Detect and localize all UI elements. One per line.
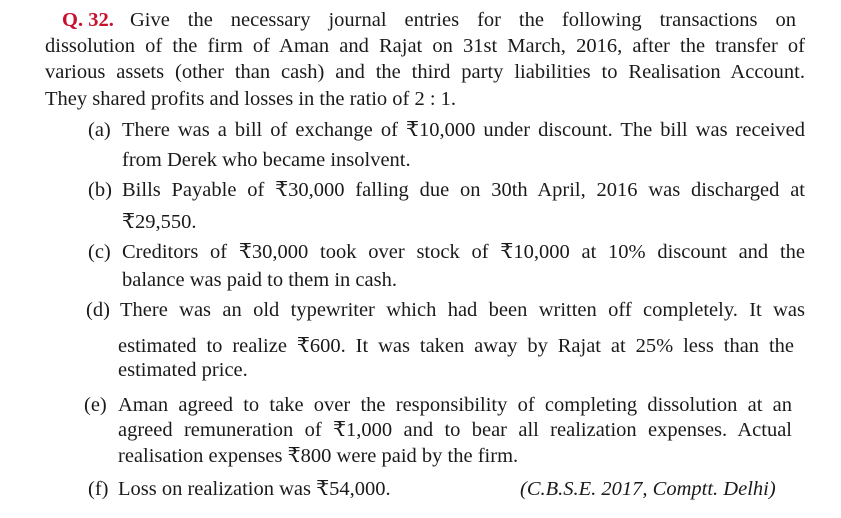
question-number-text: Q. 32. — [62, 9, 114, 31]
item-line: agreed remuneration of ₹1,000 and to bea… — [118, 419, 792, 441]
item-line: estimated to realize ₹600. It was taken … — [118, 335, 794, 357]
item-label: (f) — [88, 478, 109, 500]
item-line: There was a bill of exchange of ₹10,000 … — [122, 119, 805, 141]
item-line: from Derek who became insolvent. — [122, 149, 411, 171]
item-line: estimated price. — [118, 359, 248, 381]
intro-line: They shared profits and losses in the ra… — [45, 88, 457, 110]
item-label: (e) — [84, 394, 107, 416]
intro-line: various assets (other than cash) and the… — [45, 61, 805, 83]
item-line: Creditors of ₹30,000 took over stock of … — [122, 241, 805, 263]
item-line: Aman agreed to take over the responsibil… — [118, 394, 792, 416]
source-citation: (C.B.S.E. 2017, Comptt. Delhi) — [520, 478, 776, 500]
item-label: (b) — [88, 179, 112, 201]
question-number: Q. 32. — [62, 7, 114, 33]
intro-line: Give the necessary journal entries for t… — [130, 9, 796, 31]
item-line: There was an old typewriter which had be… — [120, 299, 805, 321]
intro-line: dissolution of the firm of Aman and Raja… — [45, 35, 805, 57]
item-label: (c) — [88, 241, 111, 263]
item-line: balance was paid to them in cash. — [122, 269, 397, 291]
item-line: realisation expenses ₹800 were paid by t… — [118, 445, 519, 467]
item-label: (a) — [88, 119, 111, 141]
item-line: Bills Payable of ₹30,000 falling due on … — [122, 179, 805, 201]
item-label: (d) — [86, 299, 110, 321]
item-line: ₹29,550. — [122, 211, 197, 233]
item-line: Loss on realization was ₹54,000. — [118, 478, 391, 500]
